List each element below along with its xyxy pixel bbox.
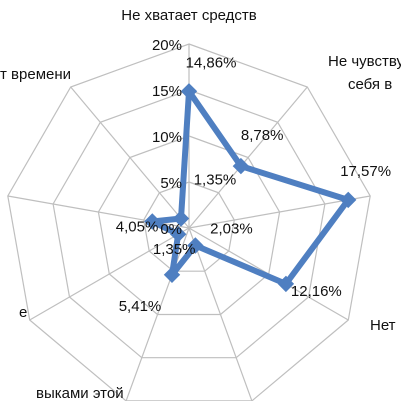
data-label: 14,86% (186, 54, 237, 71)
data-point-marker (187, 237, 204, 254)
data-label: 4,05% (116, 219, 159, 236)
category-label: Не чувствую себя в (328, 53, 401, 70)
data-label: 12,16% (291, 283, 342, 300)
category-label: себя в (348, 76, 392, 93)
series-group (144, 83, 357, 293)
category-label: выками этой (36, 385, 124, 401)
data-point-marker (180, 83, 198, 100)
data-point-marker (163, 266, 181, 284)
category-label: т времени (0, 66, 71, 83)
series-line (149, 88, 352, 287)
data-label: 8,78% (241, 127, 284, 144)
data-label: 1,35% (194, 172, 237, 189)
category-label: Нет (370, 317, 396, 334)
axis-spoke (188, 195, 371, 229)
axis-spoke (125, 227, 190, 401)
axis-spoke (29, 227, 190, 321)
category-label: Не хватает средств (121, 7, 257, 24)
data-point-marker (169, 225, 187, 243)
tick-label: 0% (160, 221, 182, 238)
data-point-marker (144, 213, 161, 230)
grid-ring (143, 181, 235, 272)
tick-label: 5% (160, 175, 182, 192)
axis-spoke (70, 86, 190, 229)
data-point-marker (277, 275, 295, 293)
labels-group: 0% 5% 10% 15% 20%14,86% 8,78% 17,57% 12,16% 2,03… (0, 7, 401, 401)
tick-label: 10% (152, 129, 182, 146)
axis-spoke (188, 86, 308, 229)
data-point-marker (339, 191, 357, 209)
grid-ring (52, 89, 326, 359)
data-label: 1,35% (153, 241, 196, 258)
data-label: 2,03% (210, 221, 253, 238)
category-label: е (19, 304, 27, 321)
axis-spoke (188, 227, 253, 401)
data-label: 5,41% (119, 298, 162, 315)
data-label: 17,57% (340, 163, 391, 180)
grid-ring (97, 135, 281, 316)
data-point-marker (232, 157, 250, 175)
tick-label: 15% (152, 83, 182, 100)
tick-label: 20% (152, 37, 182, 54)
data-point-marker (172, 210, 190, 227)
